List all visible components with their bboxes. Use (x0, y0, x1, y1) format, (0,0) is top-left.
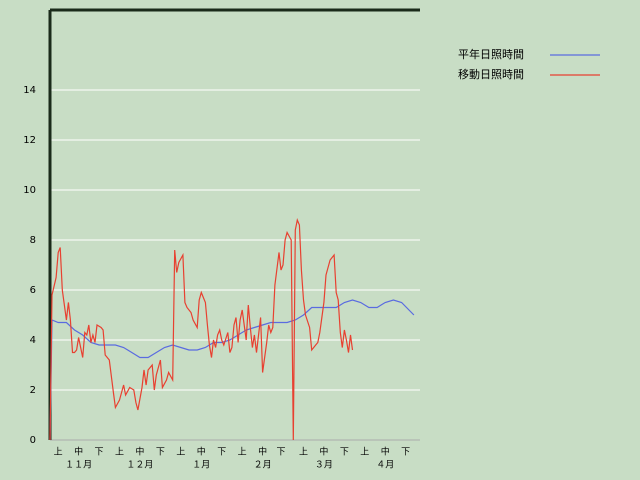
x-tick-label: 中 (135, 446, 144, 458)
x-tick-label: 上 (360, 447, 369, 458)
y-tick-label: 2 (30, 385, 36, 396)
x-tick-label: 下 (156, 448, 165, 458)
x-tick-label: 中 (258, 446, 267, 458)
x-tick-label: 上 (238, 447, 247, 458)
x-tick-label: 上 (54, 447, 63, 458)
month-label: ４月 (376, 460, 394, 471)
x-tick-label: 下 (340, 448, 349, 458)
y-tick-label: 4 (30, 335, 36, 346)
series-line (49, 217, 354, 441)
series-line (49, 299, 415, 441)
month-label: ３月 (315, 460, 333, 471)
x-tick-label: 下 (95, 448, 104, 458)
y-tick-label: 8 (30, 235, 36, 246)
month-label: １１月 (65, 460, 92, 471)
legend-label: 移動日照時間 (458, 67, 524, 81)
x-tick-label: 中 (319, 446, 328, 458)
month-label: １月 (192, 460, 210, 471)
x-tick-label: 中 (74, 446, 83, 458)
x-tick-label: 中 (197, 446, 206, 458)
x-tick-label: 上 (176, 447, 185, 458)
y-tick-label: 6 (30, 285, 36, 296)
legend-label: 平年日照時間 (458, 47, 524, 61)
y-tick-label: 14 (23, 85, 36, 96)
x-tick-label: 下 (217, 448, 226, 458)
month-label: １２月 (126, 460, 153, 471)
month-label: ２月 (254, 460, 272, 471)
y-tick-label: 12 (23, 135, 36, 146)
y-tick-label: 10 (23, 185, 36, 196)
x-tick-label: 上 (115, 447, 124, 458)
x-tick-label: 中 (381, 446, 390, 458)
x-tick-label: 下 (276, 448, 285, 458)
y-tick-label: 0 (30, 435, 36, 446)
x-tick-label: 上 (299, 447, 308, 458)
x-tick-label: 下 (401, 448, 410, 458)
